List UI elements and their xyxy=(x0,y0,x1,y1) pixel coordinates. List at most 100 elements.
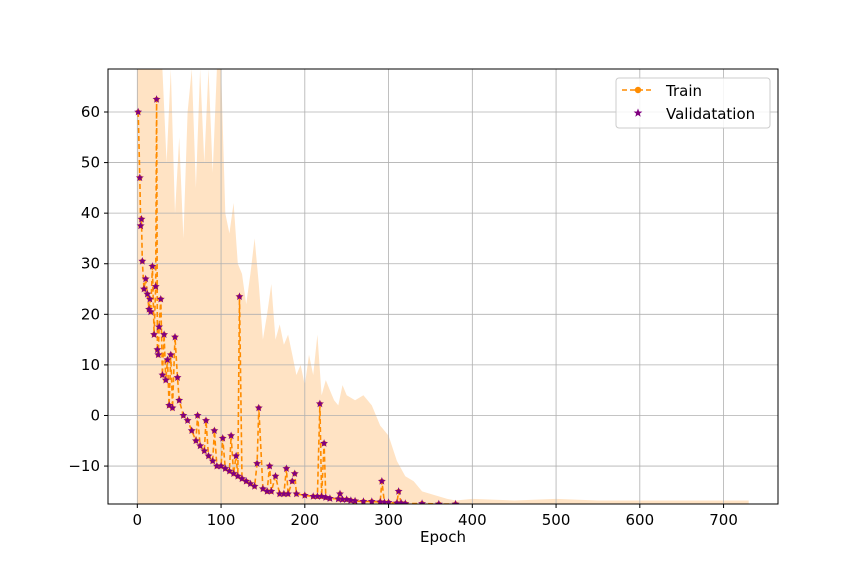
validation-point xyxy=(218,434,227,442)
validation-point xyxy=(359,497,368,504)
legend-validation-label: Validatation xyxy=(666,105,755,123)
validation-point xyxy=(338,495,347,503)
validation-point xyxy=(145,305,154,313)
validation-point xyxy=(271,471,280,480)
validation-point xyxy=(156,294,165,303)
validation-point xyxy=(138,257,147,265)
legend-validation-marker xyxy=(633,108,643,117)
validation-point xyxy=(377,477,386,485)
validation-point xyxy=(217,461,226,470)
validation-point xyxy=(200,446,209,455)
train-spread-band xyxy=(137,69,749,504)
validation-point xyxy=(210,426,219,435)
validation-point xyxy=(173,373,182,381)
validation-point xyxy=(384,498,393,504)
validation-point xyxy=(320,439,329,447)
validation-point xyxy=(150,330,159,338)
validation-point xyxy=(204,451,213,460)
validation-point xyxy=(434,499,443,504)
legend-train-marker xyxy=(622,86,654,94)
validation-point xyxy=(212,461,221,470)
validation-point xyxy=(334,494,343,503)
validation-point xyxy=(193,411,202,419)
validation-point xyxy=(165,401,174,409)
validation-point xyxy=(152,95,161,103)
validation-point xyxy=(235,292,244,301)
validation-point xyxy=(335,489,344,498)
validation-point xyxy=(376,497,385,504)
validation-point xyxy=(140,284,149,293)
validation-point xyxy=(229,469,238,478)
validation-point xyxy=(233,471,242,480)
validation-point xyxy=(158,370,167,379)
validation-point xyxy=(315,399,324,408)
validation-point xyxy=(401,499,410,504)
validation-point xyxy=(275,489,284,498)
validation-point xyxy=(160,330,169,338)
validation-point xyxy=(148,262,157,270)
validation-point xyxy=(146,307,155,316)
validation-point xyxy=(135,173,144,182)
validation-point xyxy=(143,289,152,298)
legend-train-dot xyxy=(634,86,642,94)
validation-point xyxy=(288,477,297,485)
validation-point xyxy=(166,350,175,359)
validation-point xyxy=(292,489,301,498)
x-axis-label: Epoch xyxy=(420,528,466,546)
x-tick-label: 100 xyxy=(207,511,236,529)
tick-layer: 0 100 200 300 400 500 600 700 −10 0 10 20 30 40 50 60 xyxy=(68,103,738,529)
validation-point xyxy=(134,107,143,116)
validation-point xyxy=(191,436,200,445)
y-tick-label: 40 xyxy=(81,204,100,222)
validation-point xyxy=(342,495,351,503)
validation-point xyxy=(325,494,334,502)
validation-point xyxy=(250,482,259,490)
legend: Train Validatation xyxy=(615,77,771,129)
series-layer xyxy=(134,95,460,504)
validation-point xyxy=(154,350,163,359)
validation-point xyxy=(141,274,150,283)
validation-point xyxy=(258,484,267,493)
x-tick-label: 700 xyxy=(709,511,738,529)
legend-validation-star xyxy=(633,108,643,117)
validation-point xyxy=(242,477,251,485)
x-tick-label: 0 xyxy=(133,511,143,529)
validation-point xyxy=(313,492,322,500)
validation-point xyxy=(151,282,160,290)
train-spread-band-layer xyxy=(137,69,749,504)
validation-point xyxy=(265,461,274,470)
validation-point xyxy=(254,403,263,412)
x-tick-label: 300 xyxy=(374,511,403,529)
validation-point xyxy=(267,487,276,495)
validation-point xyxy=(196,441,205,450)
y-tick-label: 10 xyxy=(81,356,100,374)
validation-point xyxy=(282,464,291,472)
validation-point xyxy=(168,403,177,412)
validation-point xyxy=(175,396,184,404)
validation-point xyxy=(208,456,217,465)
validation-point xyxy=(351,496,360,504)
validation-point xyxy=(145,294,154,303)
validation-point xyxy=(394,487,403,495)
validation-point xyxy=(284,489,293,498)
validation-point xyxy=(227,431,236,440)
validation-point xyxy=(300,491,309,499)
validation-point xyxy=(346,496,355,504)
y-tick-label: 50 xyxy=(81,154,100,172)
validation-point xyxy=(201,416,210,424)
validation-point xyxy=(179,411,188,419)
validation-point xyxy=(321,493,330,501)
x-tick-label: 600 xyxy=(625,511,654,529)
validation-point xyxy=(225,466,234,475)
validation-point xyxy=(279,489,288,498)
validation-point xyxy=(221,464,230,472)
legend-train-label: Train xyxy=(665,82,702,100)
validation-point xyxy=(317,492,326,500)
grid-layer xyxy=(108,69,778,504)
validation-point xyxy=(155,322,164,331)
y-tick-label: 20 xyxy=(81,305,100,323)
validation-point xyxy=(136,221,145,230)
validation-point xyxy=(290,469,299,478)
plot-frame xyxy=(107,68,779,505)
